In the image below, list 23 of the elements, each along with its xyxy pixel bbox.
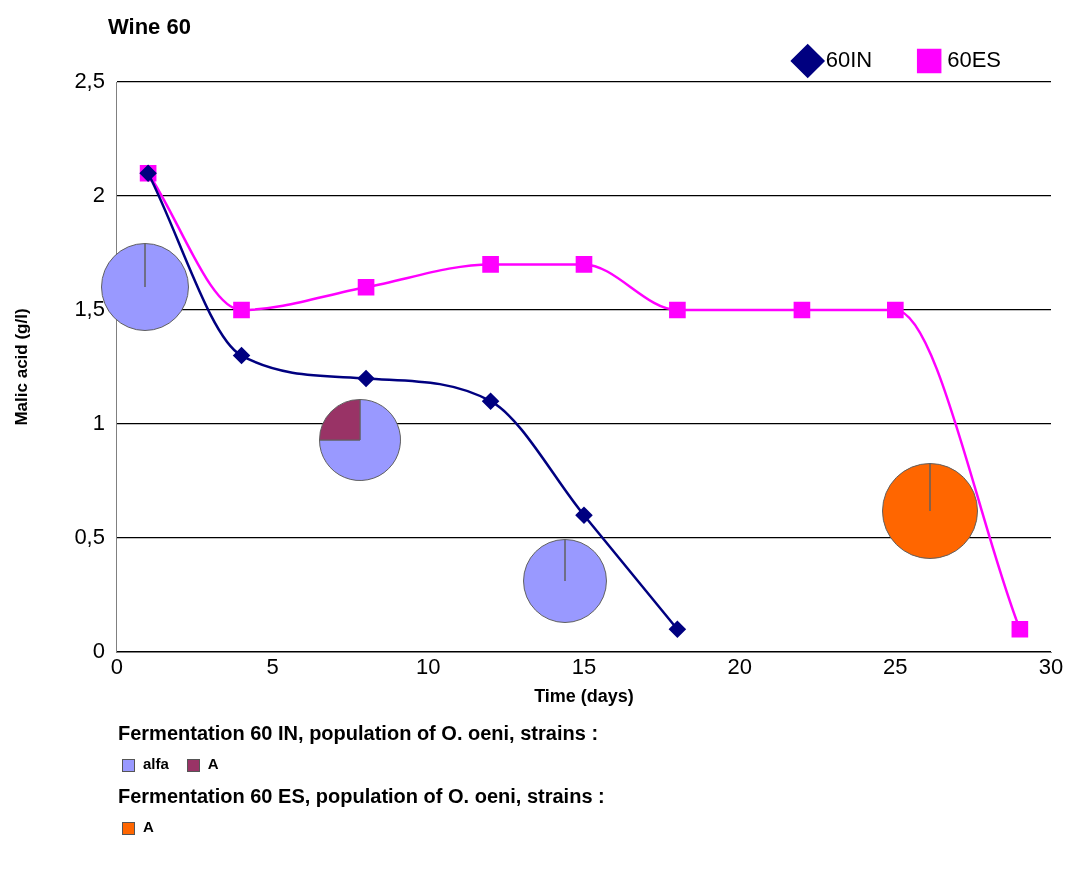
x-tick-label: 20 — [727, 654, 752, 680]
x-tick-label: 5 — [266, 654, 279, 680]
text: Fermentation 60 ES, population of O. oeni, strains : — [118, 785, 605, 808]
x-tick-label: 0 — [110, 654, 124, 680]
y-tick-label: 2 — [92, 182, 105, 208]
y-tick-label: 2,5 — [74, 68, 105, 94]
x-tick-label: 30 — [1038, 654, 1064, 680]
x-tick-label: 10 — [416, 654, 441, 680]
x-axis-title: Time (days) — [534, 686, 634, 707]
y-tick-label: 0 — [92, 638, 105, 664]
legend-label: A — [206, 755, 219, 772]
chart-title: Wine 60 — [108, 14, 191, 40]
text: Fermentation 60 IN, population of O. oeni, strains : — [118, 722, 600, 745]
legend-label: alfa — [142, 755, 169, 772]
y-tick-label: 1 — [92, 410, 105, 436]
y-tick-label: 1,5 — [74, 296, 105, 322]
legend-label: A — [142, 818, 154, 835]
y-axis-title: Malic acid (g/l) — [11, 308, 31, 426]
x-tick-label: 15 — [571, 654, 597, 680]
x-tick-label: 25 — [883, 654, 908, 680]
legend-label: 60IN — [825, 47, 873, 73]
y-tick-label: 0,5 — [74, 524, 105, 550]
legend-label: 60ES — [947, 47, 1002, 73]
